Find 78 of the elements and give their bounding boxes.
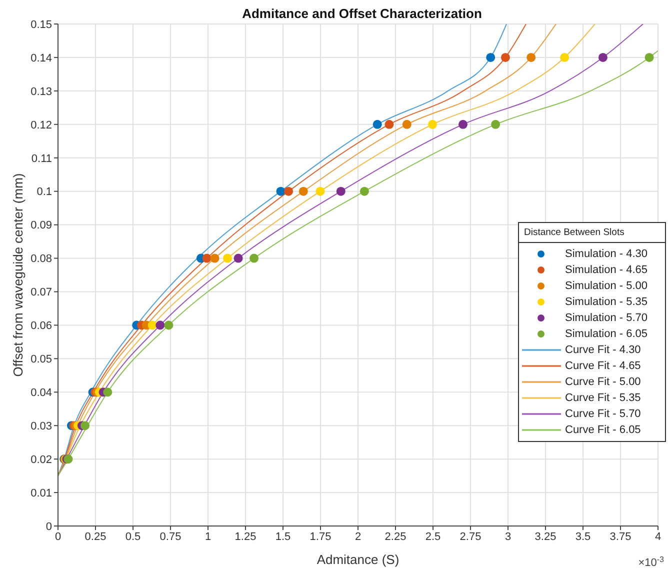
point <box>284 186 294 196</box>
point <box>210 254 220 263</box>
point <box>222 254 232 263</box>
x-tick-label: 3.5 <box>575 530 591 543</box>
point <box>360 186 369 196</box>
x-tick-label: 0.5 <box>125 530 141 543</box>
x-tick-label: 2.75 <box>460 530 482 543</box>
point <box>491 120 500 129</box>
y-tick-label: 0.01 <box>30 487 52 500</box>
y-tick-label: 0.05 <box>30 354 52 366</box>
point <box>316 186 325 196</box>
x-tick-label: 1.75 <box>310 530 332 543</box>
point <box>500 52 510 62</box>
legend-label: Simulation - 4.30 <box>565 248 648 260</box>
x-tick-label: 1.5 <box>275 530 291 543</box>
point <box>644 52 654 62</box>
x-tick-label: 1 <box>204 530 212 543</box>
point <box>276 186 286 196</box>
point <box>164 320 174 330</box>
x-tick-label: 2.5 <box>425 530 441 543</box>
legend-label: Simulation - 5.00 <box>565 280 648 292</box>
y-tick-label: 0.03 <box>30 420 52 433</box>
x-tick-label: 1.25 <box>234 530 256 543</box>
point <box>103 388 112 397</box>
chart-title: Admitance and Offset Characterization <box>242 6 482 21</box>
y-tick-label: 0.15 <box>30 18 52 31</box>
y-axis-title: Offset from waveguide center (mm) <box>10 173 26 377</box>
point <box>458 120 468 129</box>
point <box>148 320 157 330</box>
point <box>234 254 243 263</box>
point <box>80 421 90 430</box>
point <box>202 254 212 263</box>
point <box>402 120 412 129</box>
y-tick-label: 0.04 <box>30 387 52 400</box>
legend-label: Curve Fit - 5.35 <box>565 392 641 404</box>
legend-label: Curve Fit - 4.30 <box>565 344 641 356</box>
point <box>598 52 608 62</box>
x-tick-label: 4 <box>654 530 662 543</box>
point <box>372 120 382 129</box>
point <box>156 320 165 330</box>
y-tick-label: 0.12 <box>30 119 52 132</box>
legend-label: Curve Fit - 5.70 <box>565 408 641 420</box>
y-tick-label: 0.1 <box>36 186 52 198</box>
y-tick-label: 0.02 <box>30 454 52 466</box>
legend-label: Curve Fit - 5.00 <box>565 376 641 388</box>
x-tick-label: 0 <box>54 530 62 543</box>
point <box>560 52 570 62</box>
y-tick-label: 0.06 <box>30 320 52 332</box>
y-tick-label: 0.08 <box>30 253 52 266</box>
y-tick-label: 0.14 <box>30 52 52 64</box>
y-tick-label: 0.07 <box>30 286 52 299</box>
x-tick-label: 3 <box>504 530 512 543</box>
text: ×10$^{-3}$ <box>638 554 665 569</box>
y-tick-label: 0.09 <box>30 220 52 232</box>
x-tick-label: 0.25 <box>84 530 106 543</box>
legend-title: Distance Between Slots <box>519 223 665 243</box>
x-tick-label: 3.25 <box>534 530 556 543</box>
legend-label: Curve Fit - 4.65 <box>565 360 641 372</box>
legend-label: Simulation - 5.35 <box>565 296 648 308</box>
y-tick-label: 0.13 <box>30 86 52 98</box>
x-tick-label: 2 <box>354 530 362 543</box>
legend-label: Simulation - 5.70 <box>565 312 648 324</box>
legend-label: Curve Fit - 6.05 <box>565 424 641 436</box>
point <box>486 52 496 62</box>
point <box>384 120 394 129</box>
x-axis-title: Admitance (S) <box>316 552 400 567</box>
legend-label: Simulation - 4.65 <box>565 264 648 276</box>
point <box>428 120 438 129</box>
point <box>250 254 259 263</box>
point <box>298 186 308 196</box>
x-tick-label: 0.75 <box>160 530 182 543</box>
legend-label: Simulation - 6.05 <box>565 328 648 340</box>
x-tick-label: 2.25 <box>384 530 406 543</box>
point <box>526 52 536 62</box>
y-tick-label: 0.11 <box>31 152 52 165</box>
x-tick-label: 3.75 <box>610 530 632 543</box>
y-tick-label: 0 <box>46 520 52 533</box>
point <box>336 186 346 196</box>
